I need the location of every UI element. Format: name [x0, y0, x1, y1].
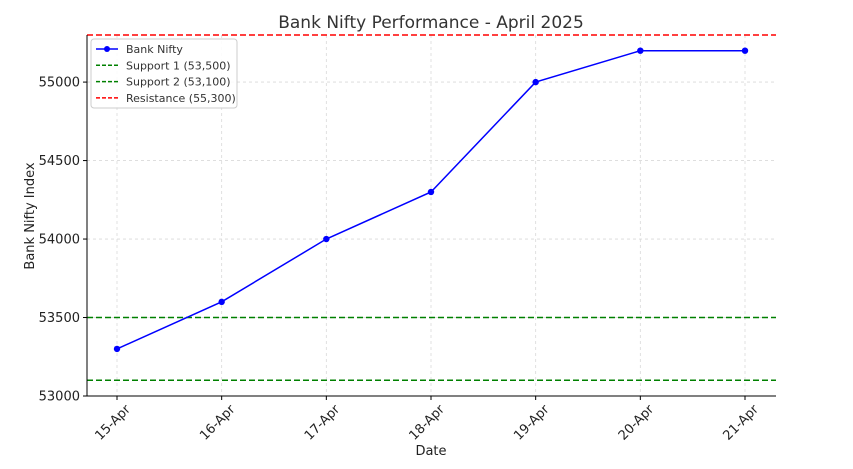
legend-marker — [104, 46, 110, 52]
x-tick-label: 15-Apr — [93, 402, 135, 444]
data-point — [741, 47, 749, 54]
data-point — [637, 47, 644, 54]
data-point — [113, 345, 121, 353]
y-axis-ticks: 53000 53500 54000 54500 55000 — [39, 76, 87, 405]
x-tick-label: 18-Apr — [407, 402, 449, 444]
legend: Bank Nifty Support 1 (53,500) Support 2 (5… — [90, 38, 238, 109]
x-tick-label: 17-Apr — [302, 402, 344, 444]
x-axis-label: Date — [415, 444, 446, 459]
y-tick-label: 53500 — [39, 311, 80, 326]
y-tick-label: 53000 — [39, 390, 80, 405]
y-tick-label: 54000 — [39, 233, 80, 248]
legend-label: Support 1 (53,500) — [126, 59, 231, 72]
x-tick-label: 20-Apr — [616, 402, 658, 444]
data-point — [532, 78, 539, 86]
legend-item: Support 2 (53,100) — [96, 76, 231, 89]
legend-item: Resistance (55,300) — [96, 92, 236, 105]
x-tick-label: 21-Apr — [721, 402, 763, 444]
data-point — [323, 235, 330, 243]
x-tick-label: 16-Apr — [197, 402, 239, 444]
y-tick-label: 55000 — [39, 76, 80, 91]
y-axis-label: Bank Nifty Index — [23, 162, 38, 269]
x-axis-ticks: 15-Apr 16-Apr 17-Apr 18-Apr 19-Apr 20-Apr 21-A… — [93, 396, 763, 444]
legend-box — [90, 38, 238, 109]
legend-label: Resistance (55,300) — [126, 92, 236, 105]
series-layer — [113, 47, 749, 353]
reference-lines — [87, 34, 776, 382]
legend-label: Bank Nifty — [126, 43, 183, 56]
legend-item: Bank Nifty — [96, 43, 183, 56]
chart-title: Bank Nifty Performance - April 2025 — [278, 13, 584, 33]
data-point — [427, 188, 435, 196]
data-point — [218, 298, 225, 306]
x-tick-label: 19-Apr — [511, 402, 553, 444]
legend-item: Support 1 (53,500) — [96, 59, 231, 72]
y-tick-label: 54500 — [39, 154, 80, 169]
legend-label: Support 2 (53,100) — [126, 76, 231, 89]
